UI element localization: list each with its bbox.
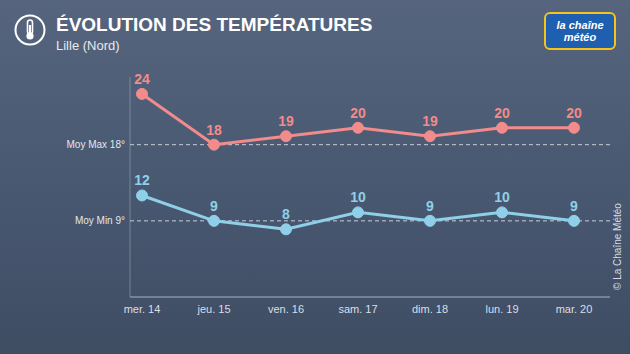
svg-text:mer. 14: mer. 14 [124,303,161,315]
svg-text:dim. 18: dim. 18 [412,303,448,315]
svg-text:19: 19 [278,113,294,129]
svg-text:jeu. 15: jeu. 15 [196,303,230,315]
svg-text:12: 12 [134,172,150,188]
html-text:ÉVOLUTION DES TEMPÉRATURES: ÉVOLUTION DES TEMPÉRATURES [56,14,373,35]
svg-text:ven. 16: ven. 16 [268,303,304,315]
svg-text:9: 9 [426,198,434,214]
html-text:© La Chaîne Météo: © La Chaîne Météo [612,203,623,290]
svg-text:20: 20 [350,105,366,121]
svg-text:Moy Max 18°: Moy Max 18° [67,139,125,150]
svg-text:lun. 19: lun. 19 [485,303,518,315]
svg-text:10: 10 [350,189,366,205]
svg-text:20: 20 [566,105,582,121]
svg-text:18: 18 [206,122,222,138]
svg-text:10: 10 [494,189,510,205]
svg-text:20: 20 [494,105,510,121]
svg-text:mar. 20: mar. 20 [556,303,593,315]
html-text:Lille (Nord): Lille (Nord) [56,38,120,53]
svg-text:Moy Min 9°: Moy Min 9° [75,215,125,226]
html-text:la chaîne météo: la chaîne météo [556,19,604,43]
svg-text:9: 9 [570,198,578,214]
svg-text:sam. 17: sam. 17 [338,303,377,315]
svg-text:24: 24 [134,71,150,87]
svg-text:8: 8 [282,206,290,222]
svg-text:19: 19 [422,113,438,129]
svg-text:9: 9 [210,198,218,214]
